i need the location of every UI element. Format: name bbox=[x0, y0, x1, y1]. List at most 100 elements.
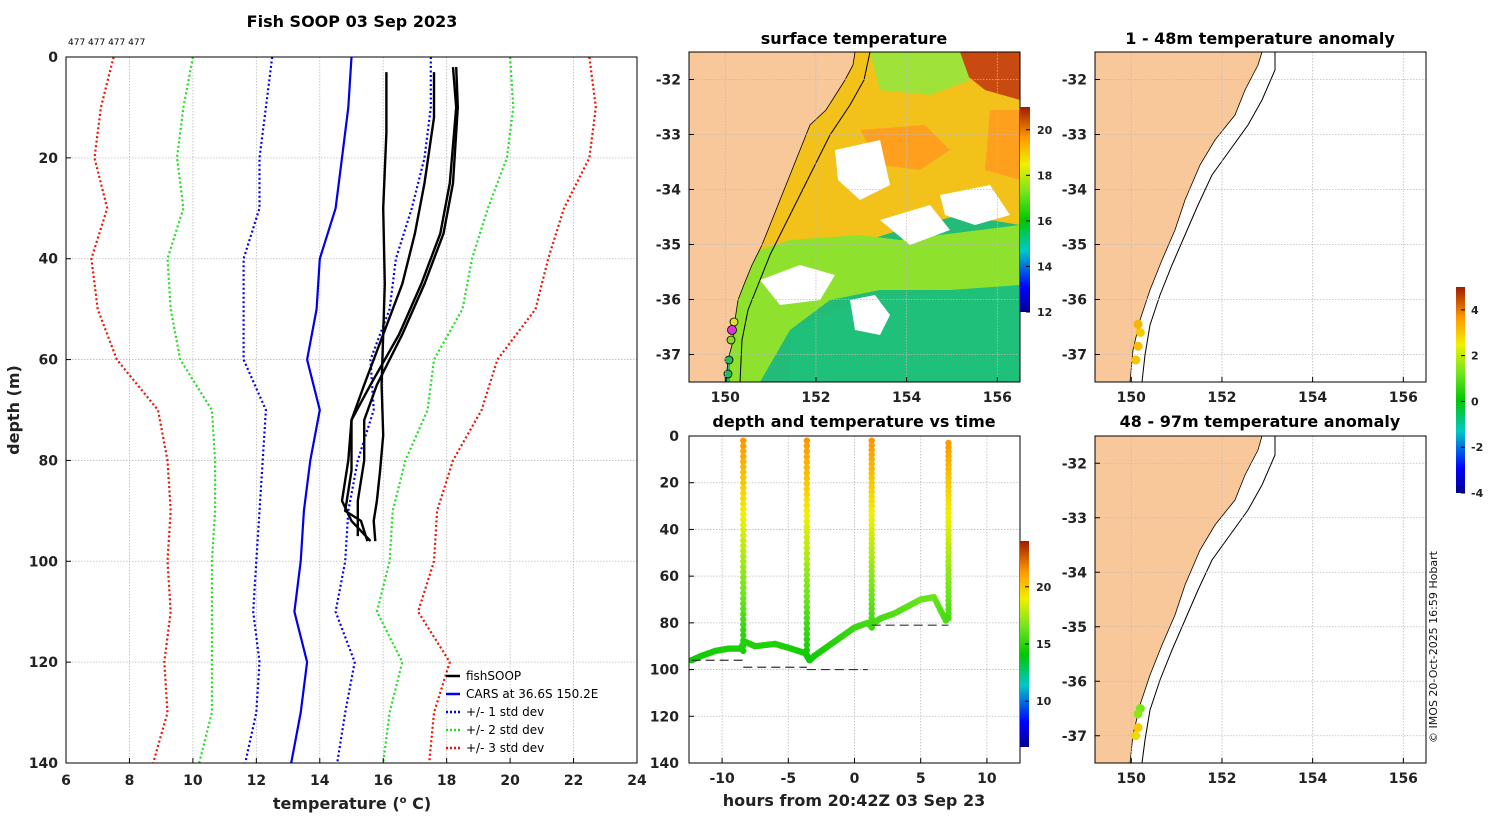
cast-point bbox=[803, 539, 811, 546]
time-plot bbox=[689, 437, 952, 671]
cast-point bbox=[740, 600, 747, 607]
cast-point bbox=[868, 474, 875, 482]
cast-point bbox=[803, 609, 811, 616]
y-tick-label: 20 bbox=[660, 476, 680, 492]
y-tick-label: 0 bbox=[669, 429, 679, 445]
cast-point bbox=[868, 596, 875, 603]
y-tick-label: -35 bbox=[1062, 238, 1087, 254]
cast-point bbox=[868, 591, 875, 599]
cast-point bbox=[945, 518, 952, 526]
cast-point bbox=[868, 442, 875, 449]
cast-point bbox=[945, 514, 952, 521]
cast-point bbox=[868, 465, 875, 472]
sst-ticks: 150 152 154 156 -32 -33 -34 -35 -36 -37 bbox=[656, 73, 1012, 407]
cast-point bbox=[740, 521, 747, 528]
y-tick-label: -32 bbox=[656, 73, 681, 89]
y-tick-label: -34 bbox=[1062, 565, 1088, 581]
y-tick-label: -33 bbox=[656, 128, 681, 144]
cast-point bbox=[803, 507, 811, 514]
anomaly-point bbox=[1133, 709, 1143, 719]
cast-point bbox=[868, 502, 875, 510]
sst-cloud-2 bbox=[835, 140, 890, 200]
cast-point bbox=[740, 458, 747, 465]
time-colorbar bbox=[1020, 541, 1029, 747]
cast-point bbox=[803, 475, 811, 482]
cast-point bbox=[868, 544, 875, 552]
cast-point bbox=[740, 626, 747, 634]
sst-cloud-5 bbox=[880, 205, 950, 245]
cast-point bbox=[740, 553, 747, 560]
x-tick-label: 18 bbox=[437, 773, 456, 789]
x-tick-label: 10 bbox=[977, 771, 997, 787]
cast-point bbox=[945, 523, 952, 530]
copyright-text: © IMOS 20-Oct-2025 16:59 Hobart bbox=[1427, 550, 1440, 743]
cast-point bbox=[868, 484, 875, 491]
cast-point bbox=[803, 485, 811, 493]
cast-point bbox=[868, 493, 875, 500]
cast-point bbox=[740, 516, 747, 523]
cast-point bbox=[803, 448, 811, 455]
y-tick-label: -36 bbox=[656, 293, 681, 309]
legend: fishSOOP CARS at 36.6S 150.2E +/- 1 std … bbox=[446, 669, 598, 755]
cast-point bbox=[945, 562, 952, 569]
cast-point bbox=[945, 579, 952, 587]
cars-minus-std2-line bbox=[166, 57, 217, 763]
cast-point bbox=[945, 601, 952, 609]
cast-point bbox=[740, 589, 747, 597]
y-tick-label: -36 bbox=[1062, 293, 1087, 309]
cast-point bbox=[740, 526, 747, 534]
cast-point bbox=[740, 479, 747, 486]
cast-point bbox=[868, 577, 875, 585]
cast-point bbox=[945, 584, 952, 591]
colorbar-tick-label: 20 bbox=[1037, 124, 1053, 137]
y-tick-label: -33 bbox=[1062, 511, 1087, 527]
cast-point bbox=[868, 521, 875, 528]
cast-point bbox=[803, 469, 811, 477]
anomaly1-ticks: 150 152 154 156 -32 -33 -34 -35 -36 -37 bbox=[1062, 73, 1418, 407]
sst-orange-east bbox=[985, 110, 1020, 180]
cast-point bbox=[945, 470, 952, 477]
fishsoop-profile-2 bbox=[343, 72, 436, 542]
legend-cars: CARS at 36.6S 150.2E bbox=[466, 687, 598, 701]
cast-point bbox=[945, 483, 952, 491]
x-tick-label: 8 bbox=[125, 773, 135, 789]
cast-point bbox=[803, 480, 811, 487]
cast-point bbox=[868, 437, 875, 444]
profile-grid bbox=[66, 57, 637, 763]
anomaly-colorbar-ticks: -4 -2 0 2 4 bbox=[1461, 304, 1484, 500]
cars-plus-std2-line bbox=[375, 57, 515, 763]
cast-point bbox=[945, 553, 952, 561]
x-tick-label: 5 bbox=[916, 771, 926, 787]
anomaly2-isobath bbox=[1141, 436, 1276, 763]
x-tick-label: -10 bbox=[709, 771, 735, 787]
cast-point bbox=[868, 540, 875, 547]
cast-point bbox=[803, 625, 811, 632]
cast-point bbox=[803, 512, 811, 520]
colorbar-tick-label: 12 bbox=[1037, 306, 1052, 319]
y-tick-label: -35 bbox=[1062, 620, 1087, 636]
cast-point bbox=[868, 558, 875, 566]
y-tick-label: 140 bbox=[29, 756, 58, 772]
cast-point bbox=[945, 540, 952, 547]
cast-point bbox=[868, 610, 875, 617]
cast-point bbox=[803, 534, 811, 541]
cast-point bbox=[740, 469, 747, 476]
cast-point bbox=[803, 523, 811, 530]
sst-title: surface temperature bbox=[761, 29, 948, 48]
sst-green-north bbox=[870, 52, 970, 95]
cast-point bbox=[868, 526, 875, 533]
colorbar-tick-label: 15 bbox=[1036, 638, 1051, 651]
time-xlabel: hours from 20:42Z 03 Sep 23 bbox=[723, 791, 985, 810]
cast-point bbox=[740, 490, 747, 497]
y-tick-label: 80 bbox=[660, 616, 680, 632]
track-point bbox=[943, 615, 951, 622]
sst-obs-point-highlight bbox=[727, 325, 737, 335]
cast-point bbox=[868, 582, 875, 589]
y-tick-label: -32 bbox=[1062, 73, 1087, 89]
y-tick-label: -34 bbox=[1062, 183, 1088, 199]
cast-point bbox=[945, 457, 952, 464]
cast-point bbox=[945, 571, 952, 578]
legend-std3: +/- 3 std dev bbox=[466, 741, 544, 755]
profile-ticks: 6 8 10 12 14 16 18 20 22 24 0 20 40 60 80 100 120 140 bbox=[29, 50, 647, 789]
